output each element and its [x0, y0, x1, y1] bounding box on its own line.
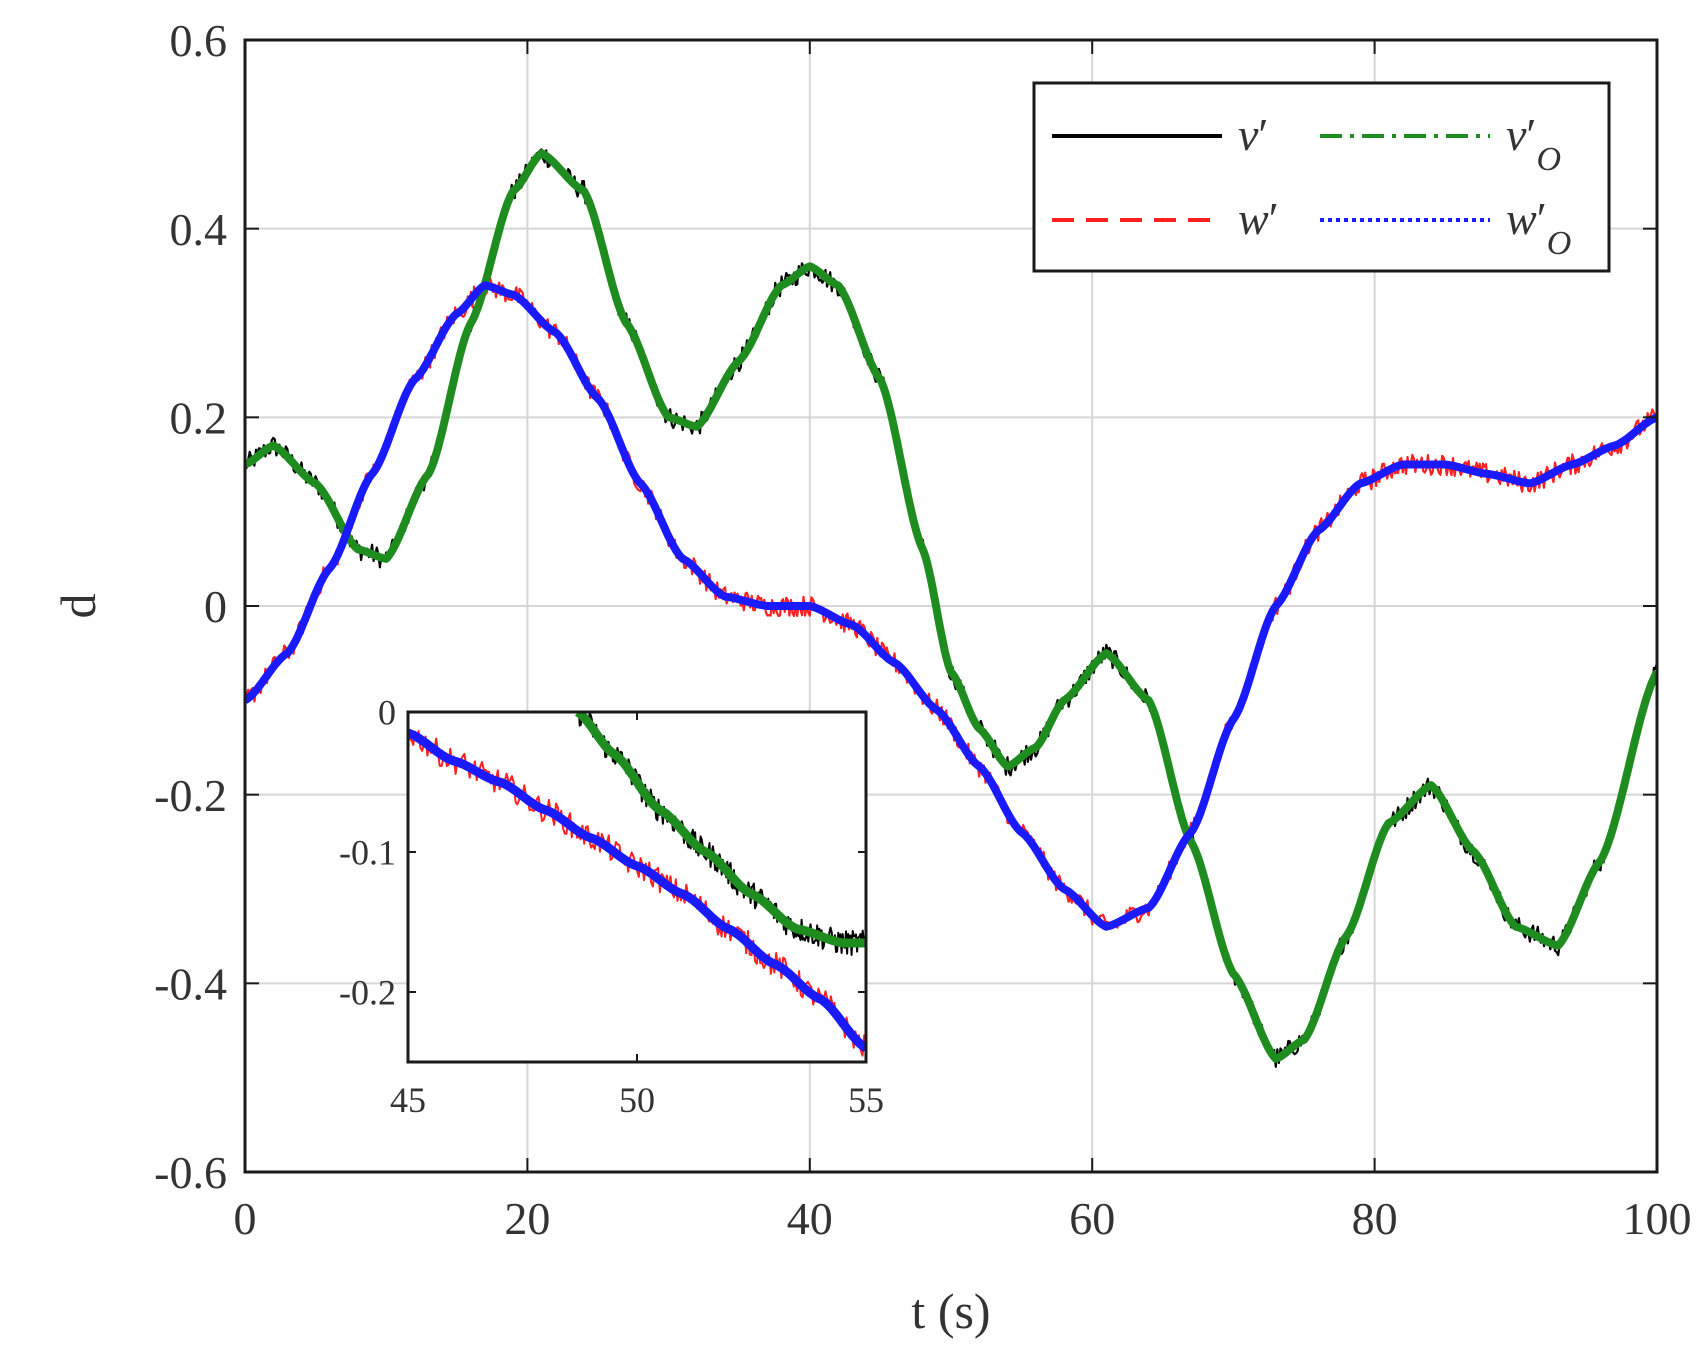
- y-tick-label: -0.4: [154, 958, 227, 1009]
- x-tick-label: 60: [1069, 1193, 1115, 1244]
- inset-background: [408, 712, 866, 1062]
- y-tick-label: 0: [378, 693, 396, 733]
- x-tick-label: 45: [390, 1080, 426, 1120]
- y-tick-label: -0.6: [154, 1147, 227, 1198]
- y-tick-label: -0.2: [154, 770, 227, 821]
- x-tick-label: 100: [1623, 1193, 1692, 1244]
- legend-entry-label: v′: [1238, 109, 1268, 160]
- y-tick-label: -0.1: [339, 833, 396, 873]
- y-tick-label: 0.6: [170, 15, 228, 66]
- x-tick-label: 0: [234, 1193, 257, 1244]
- series-line-wo: [245, 281, 1657, 931]
- x-tick-label: 55: [848, 1080, 884, 1120]
- legend-entry-label: w′O: [1506, 193, 1571, 262]
- series-line-vo: [574, 712, 866, 948]
- x-tick-label: 50: [619, 1080, 655, 1120]
- inset-ticks: 45 50 55 0 -0.1 -0.2: [339, 693, 884, 1120]
- x-tick-label: 40: [787, 1193, 833, 1244]
- x-tick-label: 80: [1352, 1193, 1398, 1244]
- series-line-vo: [245, 149, 1657, 1063]
- inset-series-group: [408, 712, 866, 1057]
- legend-entry-label: w′: [1238, 193, 1279, 244]
- legend: v′ v′O w′ w′O: [1032, 81, 1611, 273]
- series-line-wo: [408, 728, 866, 1052]
- x-tick-label: 20: [504, 1193, 550, 1244]
- legend-box: [1032, 81, 1611, 273]
- y-axis-label: d: [50, 594, 106, 619]
- main-series-group: [245, 148, 1657, 1068]
- y-tick-label: -0.2: [339, 973, 396, 1013]
- x-axis-label: t (s): [911, 1283, 990, 1339]
- main-ticks: 0 20 40 60 80 100 0.6 0.4 0.2 0 -0.2 -0.4 -0.6: [154, 15, 1691, 1244]
- y-tick-label: 0.2: [170, 392, 228, 443]
- y-tick-label: 0.4: [170, 204, 228, 255]
- y-tick-label: 0: [204, 581, 227, 632]
- legend-entry-label: v′O: [1506, 109, 1561, 178]
